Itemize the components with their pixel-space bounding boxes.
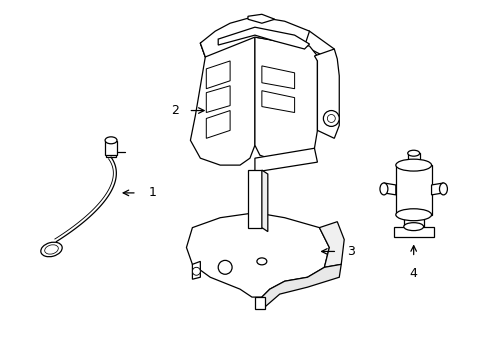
Polygon shape: [186, 214, 328, 297]
Polygon shape: [218, 27, 309, 49]
Ellipse shape: [256, 258, 266, 265]
Polygon shape: [431, 183, 443, 195]
Circle shape: [326, 114, 335, 122]
Polygon shape: [190, 37, 254, 165]
Polygon shape: [383, 183, 395, 195]
Polygon shape: [254, 148, 317, 172]
Polygon shape: [314, 49, 339, 138]
Ellipse shape: [379, 183, 387, 195]
Polygon shape: [393, 227, 433, 237]
Circle shape: [323, 111, 339, 126]
Polygon shape: [106, 147, 116, 157]
Ellipse shape: [41, 242, 62, 257]
Text: 3: 3: [346, 245, 354, 258]
Polygon shape: [254, 297, 264, 309]
Polygon shape: [206, 61, 230, 89]
Text: 4: 4: [409, 267, 417, 280]
Polygon shape: [395, 165, 431, 215]
Ellipse shape: [403, 223, 423, 231]
Ellipse shape: [395, 159, 431, 171]
Polygon shape: [192, 261, 200, 279]
Ellipse shape: [395, 209, 431, 221]
Polygon shape: [262, 170, 267, 231]
Polygon shape: [200, 21, 334, 59]
Polygon shape: [403, 215, 423, 227]
Polygon shape: [247, 14, 274, 23]
Polygon shape: [206, 111, 230, 138]
Circle shape: [218, 260, 232, 274]
Polygon shape: [262, 91, 294, 113]
Polygon shape: [319, 222, 344, 267]
Polygon shape: [257, 264, 341, 309]
Polygon shape: [206, 86, 230, 113]
Polygon shape: [262, 66, 294, 89]
Ellipse shape: [44, 245, 58, 254]
Text: 1: 1: [148, 186, 156, 199]
Polygon shape: [200, 16, 309, 57]
Polygon shape: [254, 37, 317, 162]
Polygon shape: [407, 153, 419, 165]
Text: 2: 2: [170, 104, 178, 117]
Polygon shape: [247, 170, 262, 228]
Ellipse shape: [407, 150, 419, 156]
Ellipse shape: [105, 137, 117, 144]
Ellipse shape: [439, 183, 447, 195]
Circle shape: [192, 267, 200, 275]
Polygon shape: [105, 141, 117, 155]
